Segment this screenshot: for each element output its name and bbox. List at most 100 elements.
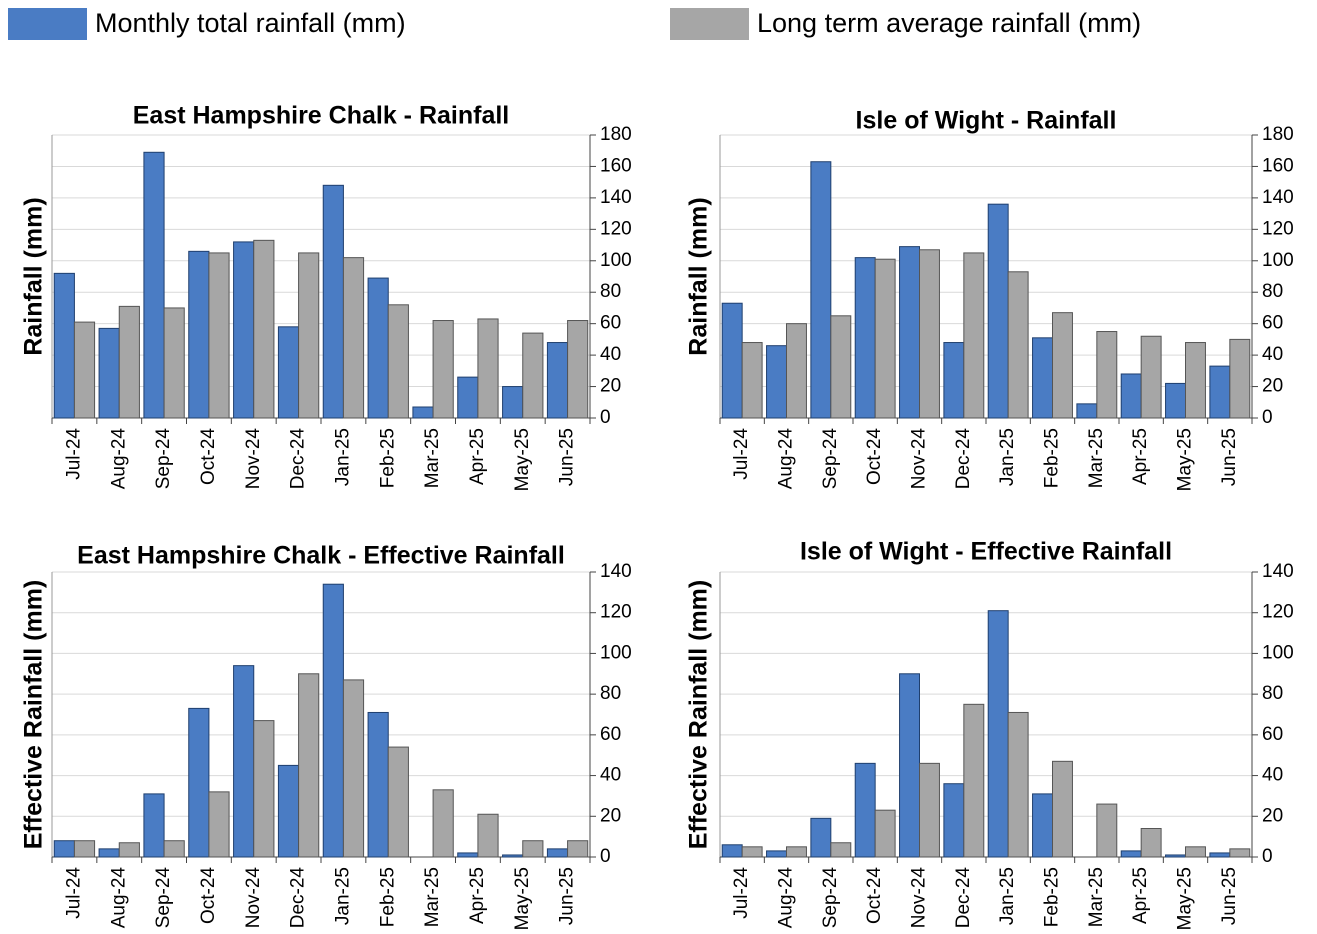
bar	[387, 746, 409, 858]
x-tick-label: Jun-25	[1219, 428, 1240, 486]
x-tick-label: Apr-25	[467, 867, 488, 924]
bar	[1209, 365, 1231, 419]
bar	[874, 258, 896, 419]
bar	[1007, 271, 1029, 419]
x-tick-label: Dec-24	[288, 867, 309, 929]
bar	[342, 257, 365, 419]
x-tick-label: Dec-24	[288, 428, 309, 490]
bar	[963, 703, 985, 858]
bar	[786, 323, 807, 419]
bar	[502, 386, 524, 419]
x-tick-label: Feb-25	[1042, 867, 1063, 927]
x-tick-label: Aug-24	[776, 428, 797, 490]
y-axis-title: Rainfall (mm)	[685, 197, 713, 355]
bar	[1052, 312, 1073, 419]
y-axis-title: Effective Rainfall (mm)	[685, 580, 713, 850]
bar	[943, 342, 965, 419]
bar	[830, 842, 852, 858]
bar	[1007, 711, 1029, 858]
y-tick-label: 20	[600, 805, 621, 826]
x-tick-label: May-25	[1175, 867, 1196, 930]
x-tick-label: Jul-24	[63, 867, 84, 919]
x-tick-label: Aug-24	[776, 867, 797, 929]
bar	[118, 305, 140, 419]
bar	[1052, 760, 1073, 858]
y-tick-label: 0	[1262, 846, 1273, 867]
legend-swatch	[670, 8, 749, 40]
y-tick-label: 60	[1262, 313, 1283, 334]
bar	[208, 791, 230, 858]
y-tick-label: 120	[600, 602, 632, 623]
bar	[322, 184, 344, 419]
bar	[1076, 403, 1098, 419]
y-tick-label: 120	[1262, 218, 1294, 239]
bar	[163, 307, 185, 419]
bar	[342, 679, 365, 858]
x-tick-label: Nov-24	[243, 867, 264, 929]
bar	[810, 817, 832, 858]
chart-title: East Hampshire Chalk - Rainfall	[133, 102, 510, 130]
bar	[810, 161, 832, 419]
x-tick-label: Oct-24	[198, 867, 219, 924]
bar	[1165, 382, 1187, 419]
bar	[233, 241, 255, 419]
x-tick-label: Feb-25	[1042, 428, 1063, 488]
bar	[567, 320, 589, 419]
bar	[1096, 803, 1118, 858]
bar	[98, 327, 120, 419]
y-axis-title: Rainfall (mm)	[20, 197, 48, 355]
bar	[53, 272, 75, 419]
bar	[1185, 846, 1206, 858]
y-tick-label: 140	[1262, 561, 1294, 582]
x-tick-label: Nov-24	[243, 428, 264, 490]
bar	[987, 610, 1009, 858]
y-tick-label: 100	[1262, 642, 1294, 663]
x-tick-label: Jun-25	[557, 428, 578, 486]
bar	[1229, 848, 1251, 858]
y-tick-label: 0	[600, 407, 611, 428]
bar	[1185, 342, 1206, 419]
x-tick-label: Sep-24	[153, 428, 174, 490]
bar	[546, 848, 569, 858]
x-tick-label: Apr-25	[1130, 428, 1151, 485]
bar	[963, 252, 985, 419]
bar	[830, 315, 852, 419]
x-tick-label: Mar-25	[1086, 428, 1107, 488]
bar	[432, 789, 454, 858]
y-tick-label: 40	[1262, 344, 1283, 365]
y-tick-label: 80	[600, 683, 621, 704]
bar	[188, 250, 210, 419]
x-tick-label: Mar-25	[422, 428, 443, 488]
bar	[143, 793, 165, 858]
x-tick-label: Feb-25	[377, 867, 398, 927]
chart-title: Isle of Wight - Effective Rainfall	[800, 538, 1172, 566]
bar	[53, 840, 75, 858]
x-tick-label: May-25	[1175, 428, 1196, 491]
legend-label: Long term average rainfall (mm)	[757, 8, 1141, 38]
x-tick-label: May-25	[512, 428, 533, 491]
bar	[522, 332, 544, 419]
bar	[73, 321, 96, 419]
bar	[477, 318, 499, 419]
bar	[387, 304, 409, 419]
y-tick-label: 100	[1262, 250, 1294, 271]
y-axis-title: Effective Rainfall (mm)	[20, 580, 48, 850]
x-tick-label: Oct-24	[864, 428, 885, 485]
bar	[73, 840, 96, 858]
y-tick-label: 120	[600, 218, 632, 239]
bar	[1140, 335, 1162, 419]
x-tick-label: Apr-25	[467, 428, 488, 485]
x-tick-label: Nov-24	[909, 428, 930, 490]
bar	[367, 711, 389, 858]
bar	[1096, 331, 1118, 419]
y-tick-label: 120	[1262, 602, 1294, 623]
bar	[1209, 852, 1231, 858]
x-tick-label: Sep-24	[820, 867, 841, 929]
y-tick-label: 80	[1262, 683, 1283, 704]
x-tick-label: Jan-25	[997, 867, 1018, 925]
x-tick-label: Jan-25	[332, 867, 353, 925]
bar	[1032, 793, 1054, 858]
bar	[943, 783, 965, 858]
bar	[208, 252, 230, 419]
y-tick-label: 100	[600, 642, 632, 663]
